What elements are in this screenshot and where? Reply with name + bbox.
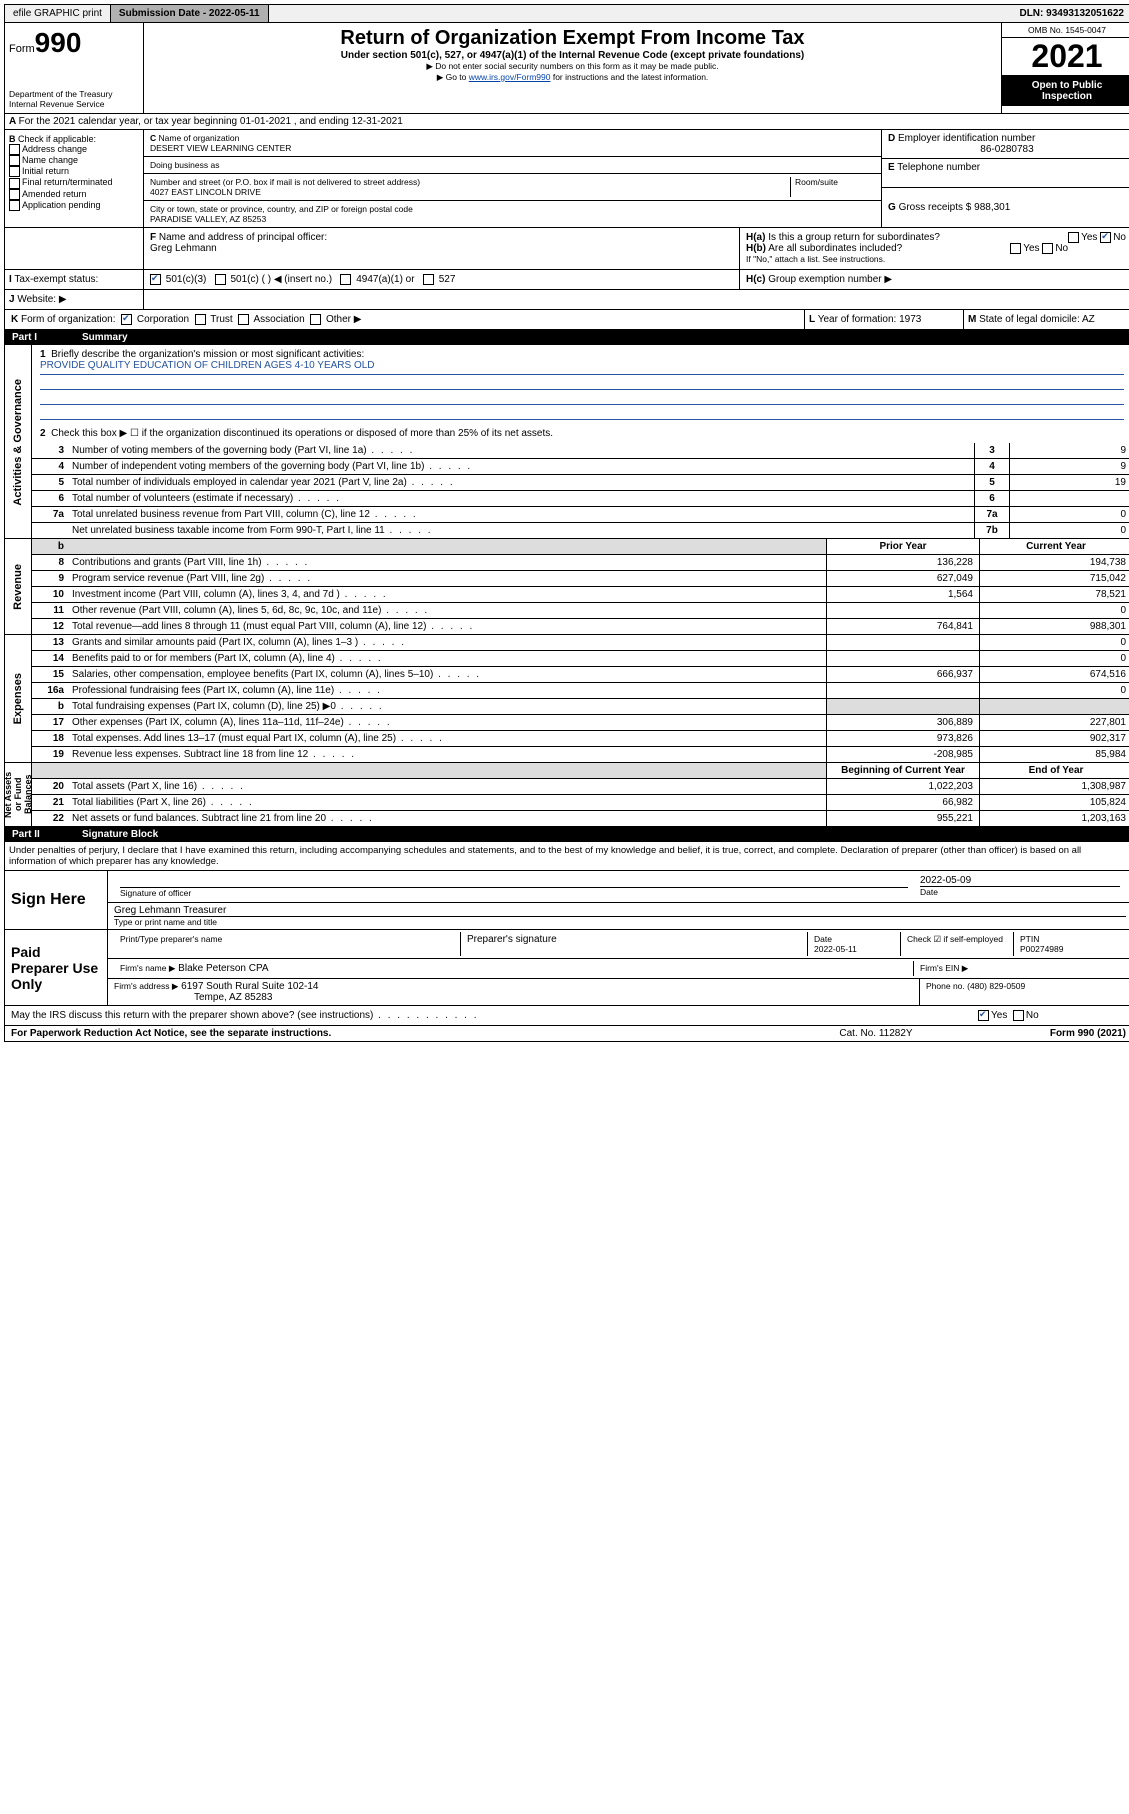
box-d-e-g: D Employer identification number86-02807…	[881, 130, 1129, 227]
mission-text: PROVIDE QUALITY EDUCATION OF CHILDREN AG…	[40, 360, 1124, 375]
tax-year: 2021	[1002, 38, 1129, 76]
net-label: Net Assets or Fund Balances	[1, 763, 35, 826]
financial-line: 12Total revenue—add lines 8 through 11 (…	[32, 619, 1129, 634]
governance-label: Activities & Governance	[10, 375, 26, 510]
column-headers: b Prior Year Current Year	[32, 539, 1129, 555]
page-footer: For Paperwork Reduction Act Notice, see …	[4, 1026, 1129, 1042]
financial-line: 20Total assets (Part X, line 16)1,022,20…	[32, 779, 1129, 795]
declaration: Under penalties of perjury, I declare th…	[4, 842, 1129, 871]
discuss-row: May the IRS discuss this return with the…	[4, 1006, 1129, 1026]
part1-header: Part I Summary	[4, 330, 1129, 345]
financial-line: 22Net assets or fund balances. Subtract …	[32, 811, 1129, 826]
expenses-label: Expenses	[10, 669, 26, 728]
financial-line: 21Total liabilities (Part X, line 26)66,…	[32, 795, 1129, 811]
form-label: Form990	[9, 27, 139, 59]
omb-number: OMB No. 1545-0047	[1002, 23, 1129, 38]
financial-line: 18Total expenses. Add lines 13–17 (must …	[32, 731, 1129, 747]
financial-line: 16aProfessional fundraising fees (Part I…	[32, 683, 1129, 699]
instructions-link-row: ▶ Go to www.irs.gov/Form990 for instruct…	[148, 72, 997, 83]
org-name: DESERT VIEW LEARNING CENTER	[150, 143, 291, 153]
page-title: Return of Organization Exempt From Incom…	[148, 27, 997, 50]
form-header: Form990 Department of the Treasury Inter…	[4, 23, 1129, 114]
summary-line: Net unrelated business taxable income fr…	[32, 523, 1129, 538]
f-h-row: F Name and address of principal officer:…	[4, 228, 1129, 270]
financial-line: 8Contributions and grants (Part VIII, li…	[32, 555, 1129, 571]
financial-line: 19Revenue less expenses. Subtract line 1…	[32, 747, 1129, 762]
summary-line: 3Number of voting members of the governi…	[32, 443, 1129, 459]
dept-label: Department of the Treasury	[9, 89, 139, 99]
box-c: C Name of organizationDESERT VIEW LEARNI…	[144, 130, 881, 227]
summary-line: 7aTotal unrelated business revenue from …	[32, 507, 1129, 523]
efile-label: efile GRAPHIC print	[5, 5, 111, 22]
principal-officer: Greg Lehmann	[150, 243, 217, 254]
financial-line: 9Program service revenue (Part VIII, lin…	[32, 571, 1129, 587]
financial-line: 14Benefits paid to or for members (Part …	[32, 651, 1129, 667]
part2-header: Part II Signature Block	[4, 827, 1129, 842]
sign-here-block: Sign Here Signature of officer 2022-05-0…	[4, 871, 1129, 930]
submission-date[interactable]: Submission Date - 2022-05-11	[111, 5, 269, 22]
line-a: A For the 2021 calendar year, or tax yea…	[4, 114, 1129, 130]
identity-block: B Check if applicable: Address change Na…	[4, 130, 1129, 228]
i-row: I Tax-exempt status: 501(c)(3) 501(c) ( …	[4, 270, 1129, 290]
j-row: J Website: ▶	[4, 290, 1129, 310]
summary-line: 6Total number of volunteers (estimate if…	[32, 491, 1129, 507]
dln: DLN: 93493132051622	[1011, 5, 1129, 22]
financial-line: 10Investment income (Part VIII, column (…	[32, 587, 1129, 603]
financial-line: 13Grants and similar amounts paid (Part …	[32, 635, 1129, 651]
top-bar: efile GRAPHIC print Submission Date - 20…	[4, 4, 1129, 23]
paid-preparer-block: Paid Preparer Use Only Print/Type prepar…	[4, 930, 1129, 1006]
part1-body: Activities & Governance 1 Briefly descri…	[4, 345, 1129, 827]
subtitle: Under section 501(c), 527, or 4947(a)(1)…	[148, 50, 997, 61]
summary-line: 4Number of independent voting members of…	[32, 459, 1129, 475]
warning-ssn: ▶ Do not enter social security numbers o…	[148, 61, 997, 72]
city-state-zip: PARADISE VALLEY, AZ 85253	[150, 214, 266, 224]
ein: 86-0280783	[888, 144, 1126, 155]
open-public-badge: Open to Public Inspection	[1002, 76, 1129, 106]
revenue-label: Revenue	[10, 560, 26, 614]
box-b: B Check if applicable: Address change Na…	[5, 130, 144, 227]
k-row: K Form of organization: Corporation Trus…	[4, 310, 1129, 330]
net-headers: Beginning of Current Year End of Year	[32, 763, 1129, 779]
irs-label: Internal Revenue Service	[9, 99, 139, 109]
gross-receipts: 988,301	[974, 202, 1010, 213]
firm-name: Blake Peterson CPA	[178, 963, 268, 974]
street-address: 4027 EAST LINCOLN DRIVE	[150, 187, 261, 197]
summary-line: 5Total number of individuals employed in…	[32, 475, 1129, 491]
financial-line: 15Salaries, other compensation, employee…	[32, 667, 1129, 683]
financial-line: 11Other revenue (Part VIII, column (A), …	[32, 603, 1129, 619]
financial-line: bTotal fundraising expenses (Part IX, co…	[32, 699, 1129, 715]
instructions-link[interactable]: www.irs.gov/Form990	[469, 72, 551, 82]
officer-name: Greg Lehmann Treasurer	[114, 905, 226, 916]
financial-line: 17Other expenses (Part IX, column (A), l…	[32, 715, 1129, 731]
